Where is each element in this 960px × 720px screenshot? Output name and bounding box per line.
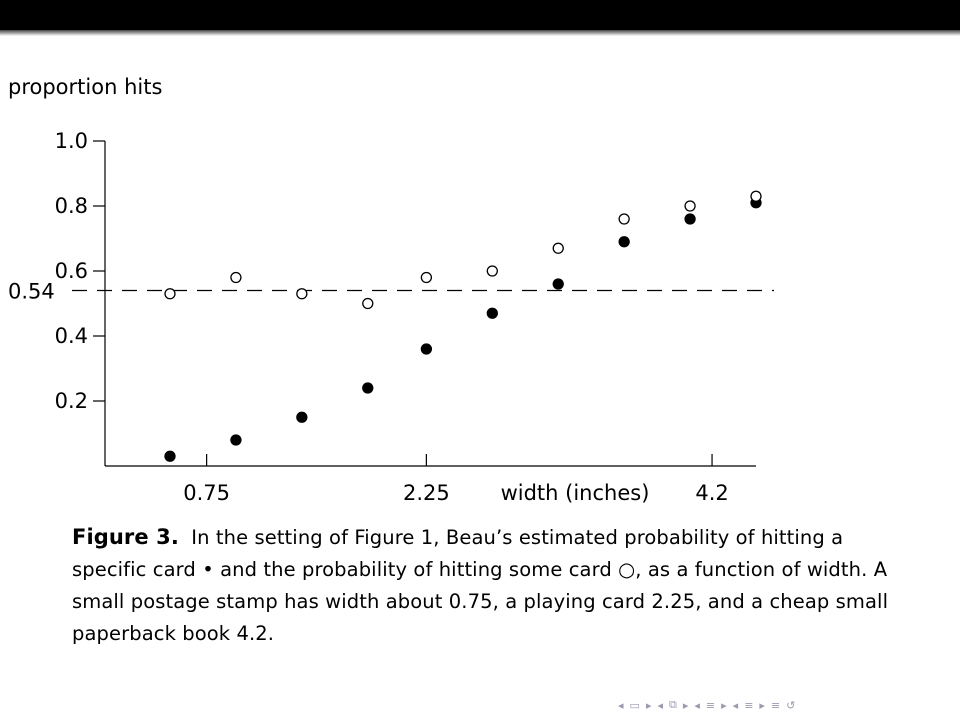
right-triangle-icon[interactable]: ▸ (645, 698, 652, 712)
x-tick-label: 4.2 (695, 481, 728, 505)
y-tick-label: 0.4 (55, 324, 88, 348)
right-triangle-icon[interactable]: ▸ (682, 698, 689, 712)
section-icon[interactable]: ≡ (705, 698, 716, 712)
filled-point (618, 236, 630, 248)
open-point (230, 271, 242, 284)
filled-point (296, 411, 308, 423)
open-point (486, 265, 498, 277)
open-point (296, 288, 308, 300)
x-axis-label: width (inches) (501, 481, 650, 505)
y-axis-label: proportion hits (8, 75, 162, 99)
right-triangle-icon[interactable]: ▸ (721, 698, 727, 712)
open-point (684, 200, 696, 212)
left-triangle-icon[interactable]: ◂ (732, 698, 739, 712)
left-triangle-icon[interactable]: ◂ (694, 698, 700, 712)
reference-line-label: 0.54 (8, 280, 55, 304)
slide-header-shadow (0, 30, 960, 36)
filled-point (362, 382, 374, 394)
subsection-icon[interactable]: ≡ (744, 698, 754, 712)
search-loop-icon[interactable]: ↺ (786, 698, 796, 712)
open-point (362, 297, 374, 310)
align-icon[interactable]: ≡ (770, 698, 781, 712)
open-point (420, 271, 433, 284)
frame-icon[interactable]: ▭ (629, 698, 640, 712)
figure-caption: Figure 3. In the setting of Figure 1, Be… (72, 521, 902, 650)
y-tick-label: 0.2 (55, 389, 88, 413)
left-triangle-icon[interactable]: ◂ (657, 698, 663, 712)
scatter-chart: proportion hits 0.2 0.4 0.6 0.8 1.0 0.75 2.25 4.… (8, 75, 774, 505)
left-triangle-icon[interactable]: ◂ (618, 698, 624, 712)
beamer-navigation: ◂ ▭ ▸ ◂ ⧉ ▸ ◂ ≡ ▸ ◂ ≡ ▸ ≡ ↺ (618, 696, 795, 714)
filled-point (164, 450, 176, 462)
filled-point (552, 278, 564, 290)
caption-label: Figure 3. (72, 525, 179, 549)
stack-icon[interactable]: ⧉ (669, 698, 677, 711)
y-tick-label: 1.0 (55, 129, 88, 153)
open-point (552, 242, 564, 254)
open-point (618, 213, 630, 225)
filled-point (486, 307, 498, 319)
slide-header-bar (0, 0, 960, 30)
filled-point (420, 343, 433, 355)
open-point (750, 190, 762, 202)
filled-point (684, 213, 696, 225)
x-tick-label: 0.75 (183, 481, 230, 505)
y-tick-label: 0.6 (55, 259, 88, 283)
x-tick-label: 2.25 (403, 481, 450, 505)
caption-text: In the setting of Figure 1, Beau’s estim… (72, 526, 889, 645)
open-point (164, 288, 176, 300)
y-tick-label: 0.8 (55, 194, 88, 218)
filled-point (230, 434, 242, 446)
right-triangle-icon[interactable]: ▸ (759, 698, 765, 712)
